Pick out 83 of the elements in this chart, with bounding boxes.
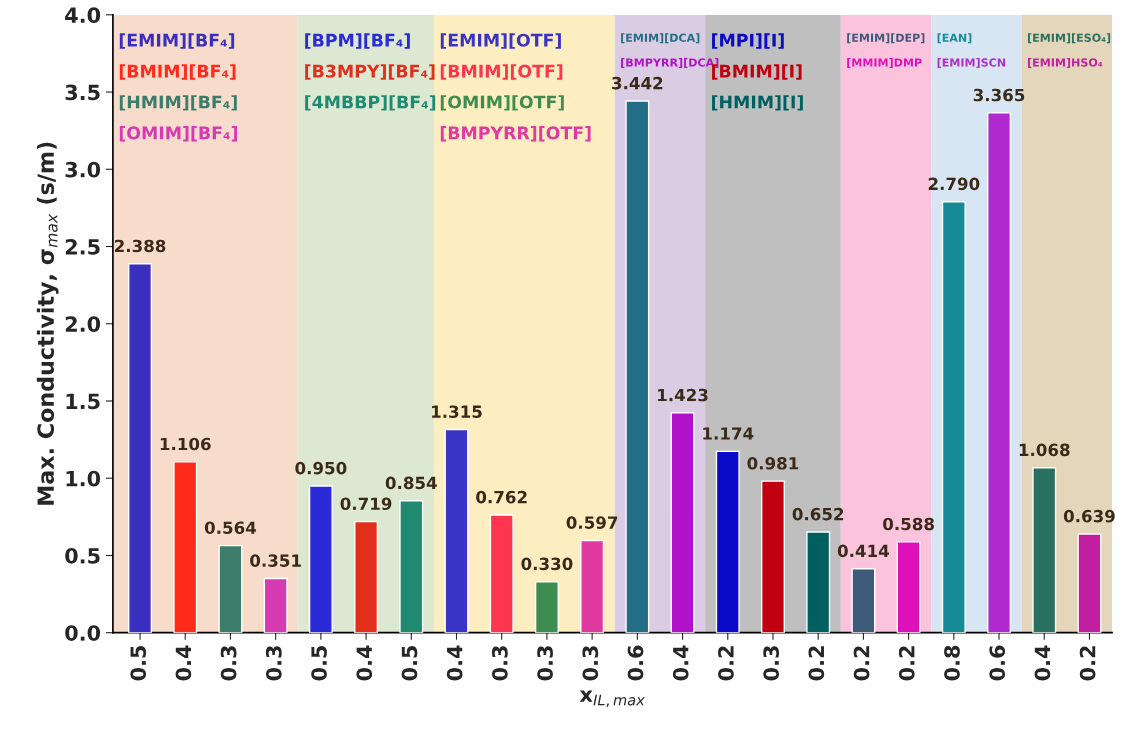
x-tick-label: 0.3	[265, 646, 282, 681]
annotation: [EMIM][BF₄] [BMIM][BF₄] [HMIM][BF₄] [OMIM][BF₄]	[119, 33, 238, 142]
text: [EMIM][DEP] [MMIM]DMP	[847, 33, 925, 68]
bar	[444, 428, 469, 633]
y-tick-label: 0.0	[65, 625, 101, 641]
data-label: 0.762	[476, 490, 527, 504]
bar	[173, 461, 198, 633]
data-label: 0.719	[340, 497, 392, 511]
annotation: [BPM][BF₄] [B3MPY][BF₄] [4MBBP][BF₄]	[305, 33, 436, 111]
bar	[128, 263, 153, 633]
y-tick-label: 0.5	[65, 547, 100, 564]
y-tick-label: 3.0	[65, 161, 101, 178]
data-label: 1.423	[658, 388, 708, 402]
bar	[987, 112, 1012, 633]
x-tick-label: 0.2	[718, 646, 734, 681]
data-label: 0.950	[295, 461, 347, 475]
bar	[715, 450, 740, 633]
data-label: 0.981	[747, 456, 799, 470]
data-label: 2.388	[114, 239, 166, 253]
x-tick-label: 0.4	[1034, 645, 1051, 681]
data-label: 1.068	[1019, 443, 1070, 457]
x-tick-label: 0.4	[446, 645, 463, 681]
x-tick-label: 0.5	[401, 645, 418, 681]
y-tick-label: 1.5	[66, 393, 100, 410]
bar	[534, 581, 559, 633]
bar	[851, 568, 876, 633]
x-tick-label: 0.6	[627, 645, 644, 681]
y-tick-label: 1.0	[66, 470, 101, 487]
data-label: 3.442	[612, 76, 663, 90]
text: [EMIM][ESO₄] [EMIM]HSO₄	[1028, 33, 1111, 68]
x-tick-label: 0.4	[356, 645, 373, 681]
x-tick-label: 0.3	[492, 646, 508, 681]
data-label: 0.588	[883, 517, 934, 531]
bar	[941, 201, 966, 633]
data-label: 1.174	[703, 427, 754, 440]
annotation: [EMIM][OTF] [BMIM][OTF] [OMIM][OTF] [BMPYRR][OTF]	[440, 33, 591, 142]
data-label: 0.351	[250, 554, 301, 567]
x-tick-label: 0.6	[989, 645, 1006, 681]
bar	[670, 412, 695, 633]
bar	[399, 500, 424, 633]
y-tick-label: 4.0	[65, 7, 101, 24]
bar	[896, 541, 921, 633]
x-tick-label: 0.2	[853, 646, 870, 681]
bar	[489, 514, 514, 633]
bar	[806, 531, 831, 633]
data-label: 0.597	[566, 516, 618, 529]
x-tick-label: 0.4	[175, 645, 192, 681]
data-label: 0.414	[837, 544, 889, 558]
bar	[580, 539, 605, 633]
bar	[760, 480, 785, 633]
x-tick-label: 0.3	[763, 646, 780, 681]
x-tick-label: 0.2	[898, 646, 915, 681]
data-label: 0.639	[1063, 509, 1115, 523]
bar	[625, 100, 650, 633]
x-tick-label: 0.3	[537, 646, 553, 681]
x-axis-title: x$_{IL,max}$	[579, 690, 645, 707]
bar	[308, 485, 333, 633]
x-tick-label: 0.3	[220, 646, 237, 681]
x-tick-label: 0.2	[1079, 646, 1096, 681]
data-label: 0.330	[521, 557, 573, 571]
bar	[218, 544, 243, 633]
x-tick-label: 0.2	[808, 646, 825, 681]
bar	[1032, 467, 1057, 633]
y-axis-title: Max. Conductivity, σ$_{max}$ (s/m)	[36, 142, 59, 505]
data-label: 0.564	[204, 521, 257, 535]
y-tick-label: 2.0	[65, 316, 101, 332]
data-label: 1.315	[432, 405, 482, 418]
data-label: 0.854	[385, 476, 437, 490]
bar	[354, 520, 379, 633]
x-tick-label: 0.5	[130, 645, 147, 681]
y-tick-label: 2.5	[65, 238, 100, 255]
bar	[263, 577, 288, 633]
data-label: 2.790	[928, 177, 980, 191]
bar	[1077, 533, 1102, 633]
data-label: 3.365	[973, 88, 1025, 102]
x-tick-label: 0.4	[672, 645, 689, 681]
data-label: 0.652	[792, 507, 844, 521]
text: [EAN] [EMIM]SCN	[937, 33, 1006, 68]
x-tick-label: 0.5	[311, 645, 327, 681]
x-tick-label: 0.8	[944, 645, 960, 681]
y-tick-label: 3.5	[65, 84, 100, 101]
x-tick-label: 0.3	[582, 646, 599, 681]
data-label: 1.106	[160, 437, 211, 451]
